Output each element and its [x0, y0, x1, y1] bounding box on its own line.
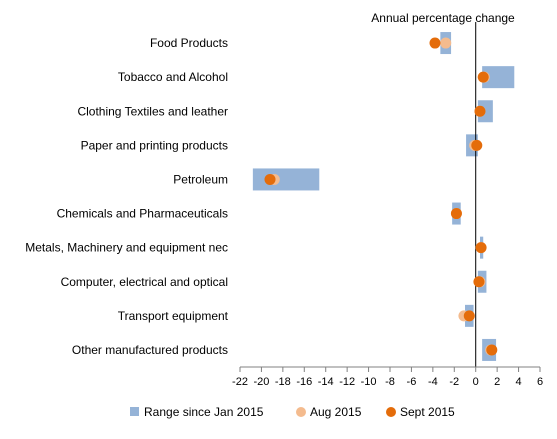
x-tick-label: -12	[339, 376, 355, 388]
x-tick-label: -20	[253, 376, 269, 388]
x-tick-label: 0	[473, 376, 479, 388]
sept-2015-point	[473, 276, 485, 288]
range-bar	[252, 168, 320, 191]
x-tick-label: -8	[385, 376, 395, 388]
legend-swatch-aug	[296, 407, 306, 417]
legend-swatch-sept	[386, 407, 396, 417]
x-tick-label: 2	[494, 376, 500, 388]
x-axis: -22 -20 -18 -16 -14 -12 -10 -8 -6 -4 -2 0 2 4 6	[232, 366, 543, 388]
category-label: Other manufactured products	[72, 343, 228, 357]
data-points	[264, 37, 498, 356]
x-tick-label: -14	[318, 376, 334, 388]
sept-2015-point	[429, 37, 441, 49]
x-tick-label: -2	[449, 376, 459, 388]
legend: Range since Jan 2015 Aug 2015 Sept 2015	[130, 405, 455, 419]
category-label: Transport equipment	[118, 309, 229, 323]
category-label: Paper and printing products	[81, 138, 228, 152]
sept-2015-point	[474, 105, 486, 117]
category-label: Metals, Machinery and equipment nec	[25, 241, 228, 255]
sept-2015-point	[471, 139, 483, 151]
x-tick-label: 4	[516, 376, 522, 388]
category-label: Petroleum	[173, 172, 228, 186]
category-label: Clothing Textiles and leather	[77, 104, 228, 118]
x-tick-label: -6	[407, 376, 417, 388]
category-label: Food Products	[150, 36, 228, 50]
x-tick-label: -4	[428, 376, 438, 388]
sept-2015-point	[477, 71, 489, 83]
legend-label: Aug 2015	[310, 405, 362, 419]
x-tick-label: 6	[537, 376, 543, 388]
x-tick-label: -18	[275, 376, 291, 388]
x-tick-label: -22	[232, 376, 248, 388]
range-bar	[482, 66, 515, 89]
aug-2015-point	[440, 37, 452, 49]
category-label: Computer, electrical and optical	[61, 275, 228, 289]
sept-2015-point	[486, 344, 498, 356]
legend-label: Range since Jan 2015	[144, 405, 264, 419]
category-label: Tobacco and Alcohol	[118, 70, 228, 84]
chart-title: Annual percentage change	[371, 11, 515, 25]
x-tick-label: -10	[361, 376, 377, 388]
sept-2015-point	[475, 242, 487, 254]
range-bars	[252, 32, 515, 361]
sept-2015-point	[463, 310, 475, 322]
legend-swatch-range	[130, 407, 139, 416]
category-label: Chemicals and Pharmaceuticals	[57, 207, 228, 221]
sept-2015-point	[450, 208, 462, 220]
x-tick-label: -16	[296, 376, 312, 388]
legend-label: Sept 2015	[400, 405, 455, 419]
sept-2015-point	[264, 173, 276, 185]
category-labels: Food Products Tobacco and Alcohol Clothing…	[25, 36, 228, 357]
